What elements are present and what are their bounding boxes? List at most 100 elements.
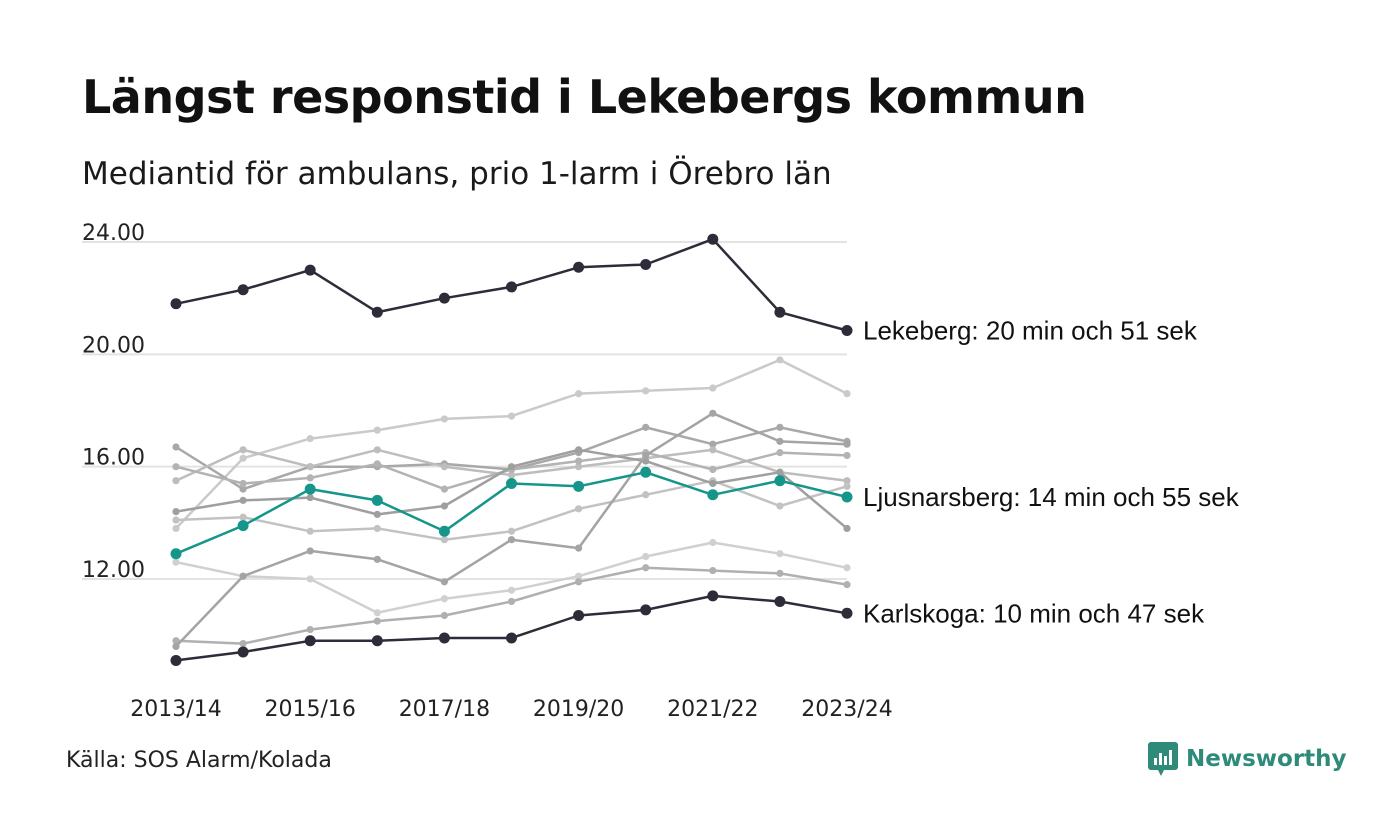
data-point [640, 466, 652, 478]
data-point [237, 520, 249, 532]
data-point [237, 284, 249, 296]
series-end-label: Ljusnarsberg: 14 min och 55 sek [863, 482, 1240, 512]
data-point [440, 536, 448, 544]
data-point [575, 390, 583, 398]
data-point [776, 437, 784, 445]
x-tick-label: 2021/22 [667, 697, 758, 722]
data-point [507, 412, 516, 420]
data-point [640, 258, 652, 270]
data-point [507, 527, 516, 535]
series-end-label: Lekeberg: 20 min och 51 sek [863, 315, 1198, 345]
data-point [843, 564, 851, 572]
brand-name: Newsworthy [1186, 746, 1347, 772]
data-point [507, 536, 516, 544]
data-point [170, 298, 182, 310]
data-point [843, 482, 851, 490]
data-point [707, 590, 719, 602]
data-point [170, 548, 182, 560]
data-point [575, 505, 583, 513]
data-point [237, 646, 249, 658]
data-point [709, 566, 717, 575]
data-point [438, 632, 450, 644]
data-point [506, 281, 517, 293]
series-end-label: Karlskoga: 10 min och 47 sek [863, 598, 1205, 628]
series-6 [172, 538, 851, 617]
x-tick-label: 2023/24 [801, 697, 892, 722]
x-tick-label: 2013/14 [130, 697, 221, 722]
x-tick-label: 2017/18 [399, 697, 490, 722]
data-point [707, 233, 719, 245]
data-point [172, 642, 180, 651]
data-point [172, 463, 180, 471]
data-point [843, 581, 851, 589]
data-point [440, 595, 448, 603]
data-point [709, 446, 717, 454]
newsworthy-logo-icon [1148, 742, 1178, 776]
data-point [506, 632, 517, 644]
data-point [709, 479, 717, 488]
series-9 [170, 233, 853, 336]
data-point [306, 463, 314, 471]
y-tick-label: 12.00 [82, 558, 145, 583]
source-note: Källa: SOS Alarm/Kolada [66, 748, 332, 773]
data-point [575, 544, 583, 552]
data-point [440, 578, 448, 586]
data-point [239, 639, 247, 648]
data-point [172, 516, 180, 524]
data-point [373, 555, 381, 563]
data-point [373, 460, 381, 468]
data-point [642, 552, 650, 561]
data-point [575, 572, 583, 580]
data-point [843, 477, 851, 485]
data-point [506, 478, 517, 490]
data-point [507, 586, 516, 594]
data-point [438, 525, 450, 537]
y-tick-label: 16.00 [82, 446, 145, 471]
data-point [575, 578, 583, 586]
data-point [373, 426, 381, 434]
data-point [371, 635, 383, 647]
data-point [239, 496, 247, 504]
data-point [440, 485, 448, 493]
data-point [304, 264, 316, 276]
series-line [174, 594, 849, 662]
y-tick-label: 24.00 [82, 221, 145, 246]
data-point [774, 306, 786, 318]
data-point [843, 440, 851, 448]
data-point [306, 575, 314, 583]
data-point [575, 446, 583, 454]
data-point [709, 409, 717, 417]
data-point [304, 483, 316, 495]
chart-title: Längst responstid i Lekebergs kommun [82, 70, 1087, 124]
data-point [373, 524, 381, 533]
series-5 [172, 446, 851, 533]
data-point [642, 451, 650, 460]
data-point [373, 617, 381, 625]
data-point [642, 387, 650, 395]
series-8 [172, 409, 851, 651]
data-point [709, 465, 717, 474]
data-point [707, 489, 719, 501]
y-tick-label: 20.00 [82, 333, 145, 358]
data-point [709, 384, 717, 392]
chart-subtitle: Mediantid för ambulans, prio 1-larm i Ör… [82, 156, 832, 192]
data-point [172, 443, 180, 451]
data-point [575, 463, 583, 471]
data-point [306, 547, 314, 555]
data-point [172, 508, 180, 516]
data-point [371, 494, 383, 506]
x-tick-label: 2015/16 [264, 697, 355, 722]
data-point [573, 610, 585, 622]
data-point [843, 451, 851, 460]
data-point [507, 463, 516, 471]
data-point [373, 609, 381, 617]
data-point [841, 607, 853, 619]
data-point [776, 423, 784, 431]
data-point [575, 457, 583, 465]
data-point [440, 502, 448, 510]
data-point [239, 485, 247, 493]
series-10 [170, 466, 853, 560]
data-point [373, 510, 381, 519]
data-point [172, 524, 180, 533]
series-0 [172, 356, 851, 533]
